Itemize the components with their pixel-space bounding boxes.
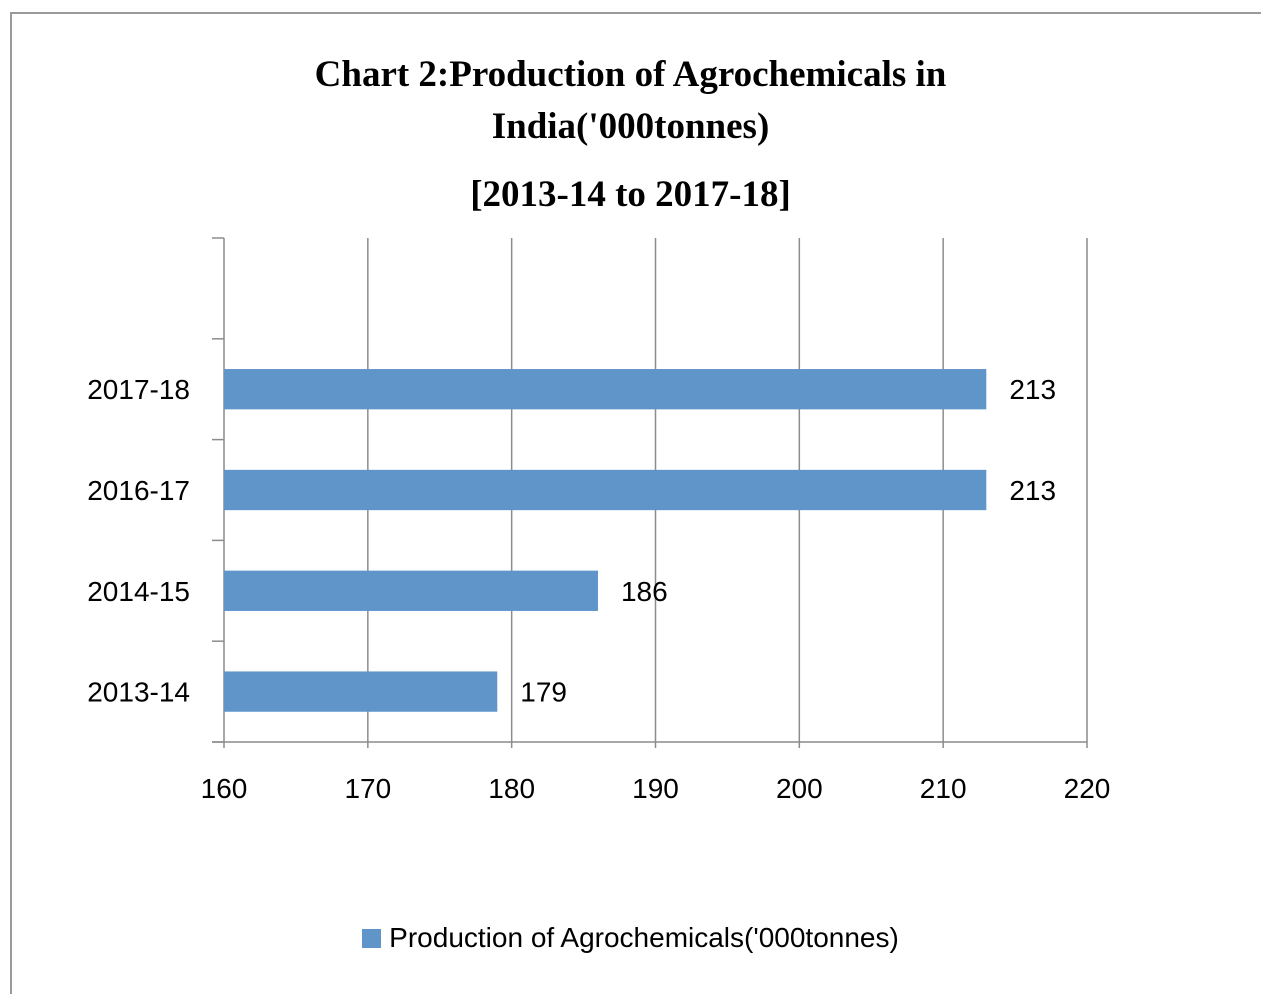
bar-2013-14 — [224, 671, 498, 712]
chart-subtitle: [2013-14 to 2017-18] — [470, 174, 791, 215]
x-tick-label-190: 190 — [632, 773, 679, 804]
chart-title-line-1: Chart 2:Production of Agrochemicals in — [314, 54, 947, 95]
bar-2016-17 — [224, 469, 987, 511]
x-tick-label-210: 210 — [920, 773, 967, 804]
data-label-2014-15: 186 — [621, 576, 668, 607]
category-label-2013-14: 2013-14 — [87, 677, 190, 708]
category-label-2014-15: 2014-15 — [87, 576, 190, 607]
chart-legend: Production of Agrochemicals('000tonnes) — [0, 922, 1261, 954]
x-tick-label-220: 220 — [1064, 773, 1111, 804]
bar-2017-18 — [224, 369, 987, 410]
x-tick-label-200: 200 — [776, 773, 823, 804]
data-label-2013-14: 179 — [520, 677, 567, 708]
data-label-2017-18: 213 — [1009, 374, 1056, 405]
data-label-2016-17: 213 — [1009, 475, 1056, 506]
category-label-2017-18: 2017-18 — [87, 374, 190, 405]
category-label-2016-17: 2016-17 — [87, 475, 190, 506]
bar-2014-15 — [224, 570, 598, 611]
x-tick-label-170: 170 — [344, 773, 391, 804]
x-tick-label-180: 180 — [488, 773, 535, 804]
x-tick-label-160: 160 — [201, 773, 248, 804]
chart-title-line-2: India('000tonnes) — [491, 106, 770, 147]
legend-label: Production of Agrochemicals('000tonnes) — [389, 922, 899, 953]
legend-swatch — [362, 928, 382, 948]
